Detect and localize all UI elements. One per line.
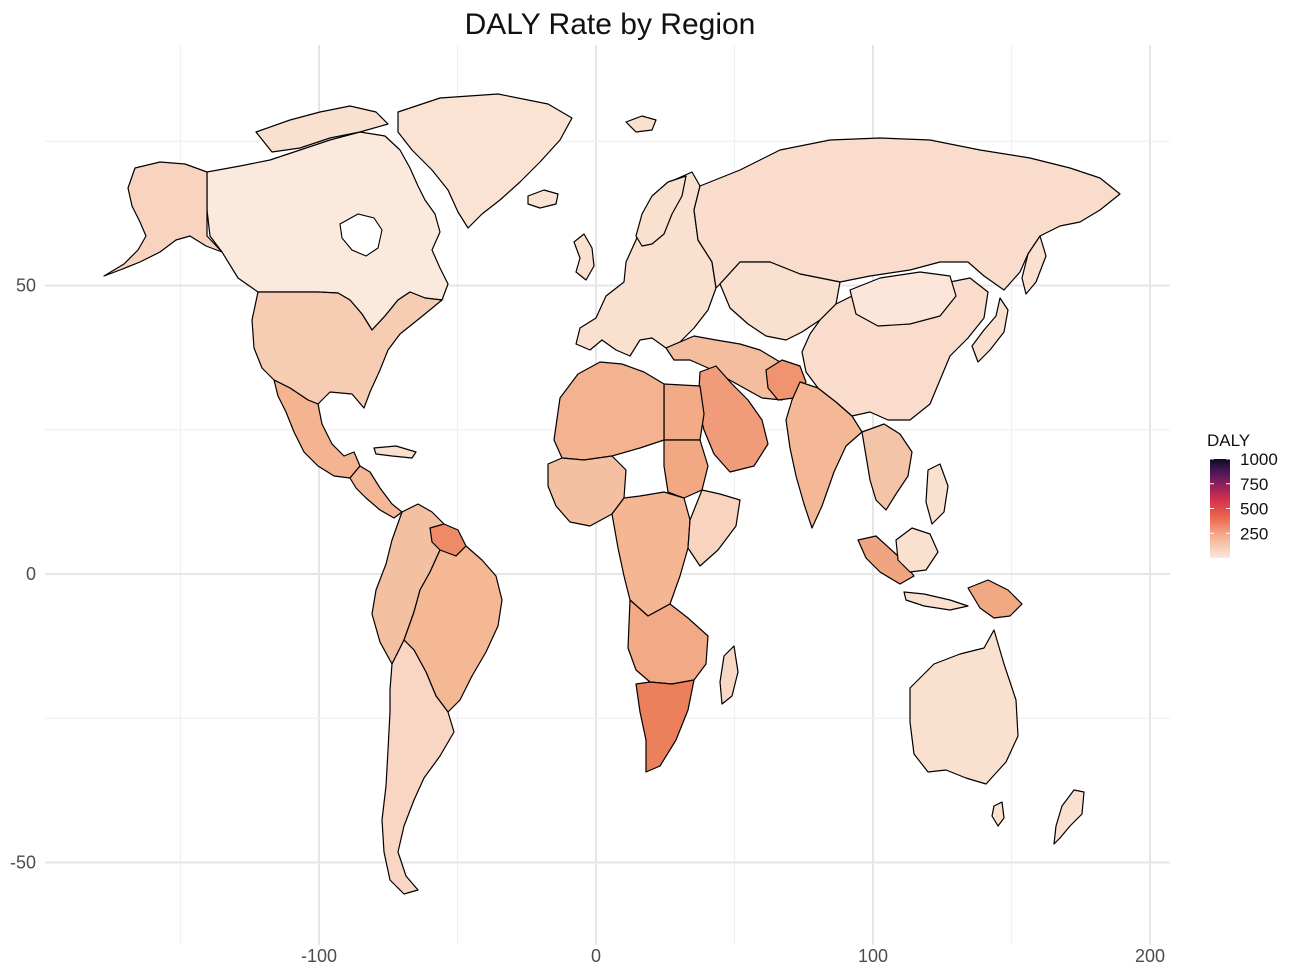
region-sudan [663,439,709,499]
region-greenland [397,93,573,229]
region-madagascar [719,645,739,705]
legend-colorbar [1210,459,1230,558]
region-java [903,591,969,611]
region-scandinavia [635,175,687,247]
region-southern-africa [627,599,709,685]
y-tick-label: 50 [16,276,36,296]
legend: DALY 1000 750 500 250 [1207,431,1278,558]
x-axis-ticks: -100 0 100 200 [301,946,1165,966]
region-saudi-arabia [697,365,769,473]
legend-tick-label: 500 [1240,500,1268,519]
region-arctic-islands [255,105,389,153]
legend-title: DALY [1207,431,1250,450]
region-south-america-south [381,639,455,895]
region-tasmania [991,801,1005,827]
y-tick-label: 0 [26,564,36,584]
region-svalbard [625,115,657,133]
region-iceland [527,189,559,209]
x-tick-label: 100 [858,946,888,966]
region-japan [971,297,1009,363]
region-southeast-asia [861,423,913,511]
region-central-africa [611,491,691,617]
region-brazil [403,545,503,713]
y-tick-label: -50 [10,853,36,873]
region-kamchatka [1021,235,1047,295]
legend-ticks: 1000 750 500 250 [1210,450,1278,543]
x-tick-label: 200 [1135,946,1165,966]
hudson-bay [339,213,383,257]
chart-title: DALY Rate by Region [465,8,756,41]
region-indonesia [857,535,915,585]
legend-tick-label: 250 [1240,524,1268,543]
legend-tick-label: 750 [1240,475,1268,494]
region-egypt [663,383,705,441]
region-borneo [895,527,939,573]
region-new-zealand [1053,789,1085,845]
y-axis-ticks: 50 0 -50 [10,276,36,873]
map-regions [103,93,1121,895]
region-papua-new-guinea [967,579,1023,619]
region-south-africa [635,679,695,773]
region-alaska [103,161,223,277]
x-tick-label: 0 [591,946,601,966]
region-uk [573,233,595,281]
region-central-america [349,465,403,519]
region-caribbean [373,445,417,459]
x-tick-label: -100 [301,946,337,966]
region-mongolia [849,271,957,327]
region-philippines [925,463,949,525]
region-east-africa [687,489,741,567]
region-north-africa [553,361,665,461]
region-australia [909,629,1019,785]
legend-tick-label: 1000 [1240,450,1278,469]
